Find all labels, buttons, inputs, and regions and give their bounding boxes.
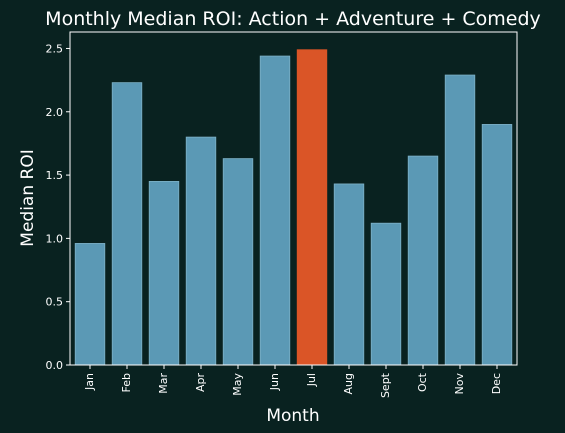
x-tick-label-dec: Dec — [490, 373, 503, 394]
y-tick-label: 2.0 — [46, 106, 64, 119]
bar-nov — [444, 74, 476, 366]
bar-mar — [148, 181, 180, 366]
x-tick-label-oct: Oct — [416, 372, 429, 392]
bar-jul — [296, 49, 328, 366]
bar-aug — [333, 183, 365, 366]
bar-apr — [185, 136, 217, 366]
y-tick-label: 2.5 — [46, 42, 64, 55]
x-tick-label-may: May — [231, 373, 244, 396]
x-axis-label: Month — [266, 406, 319, 426]
bar-jun — [259, 55, 291, 366]
x-tick-label-aug: Aug — [342, 373, 355, 394]
y-axis: 0.0 0.5 1.0 1.5 2.0 2.5 — [46, 42, 70, 372]
bar-dec — [481, 124, 513, 366]
bar-jan — [74, 243, 106, 366]
x-tick-label-mar: Mar — [157, 373, 170, 394]
bars-layer — [74, 49, 513, 366]
y-tick-label: 0.5 — [46, 296, 64, 309]
bar-feb — [111, 82, 143, 366]
y-axis-label: Median ROI — [18, 149, 38, 246]
plot-frame — [69, 31, 518, 366]
bar-sept — [370, 222, 402, 366]
x-tick-label-nov: Nov — [453, 373, 466, 395]
x-axis: Jan Feb Mar Apr May Jun Jul Aug Sept Oct Nov Dec — [83, 365, 503, 398]
y-tick-label: 1.0 — [46, 232, 64, 245]
bar-oct — [407, 155, 439, 366]
y-tick-label: 0.0 — [46, 359, 64, 372]
y-tick-label: 1.5 — [46, 169, 64, 182]
x-tick-label-sept: Sept — [379, 372, 392, 398]
x-tick-label-jan: Jan — [83, 373, 96, 391]
x-tick-label-feb: Feb — [120, 373, 133, 392]
x-tick-label-apr: Apr — [194, 373, 207, 393]
x-tick-label-jul: Jul — [305, 373, 318, 387]
bar-may — [222, 158, 254, 366]
chart-title: Monthly Median ROI: Action + Adventure +… — [45, 8, 541, 30]
x-tick-label-jun: Jun — [268, 373, 281, 391]
